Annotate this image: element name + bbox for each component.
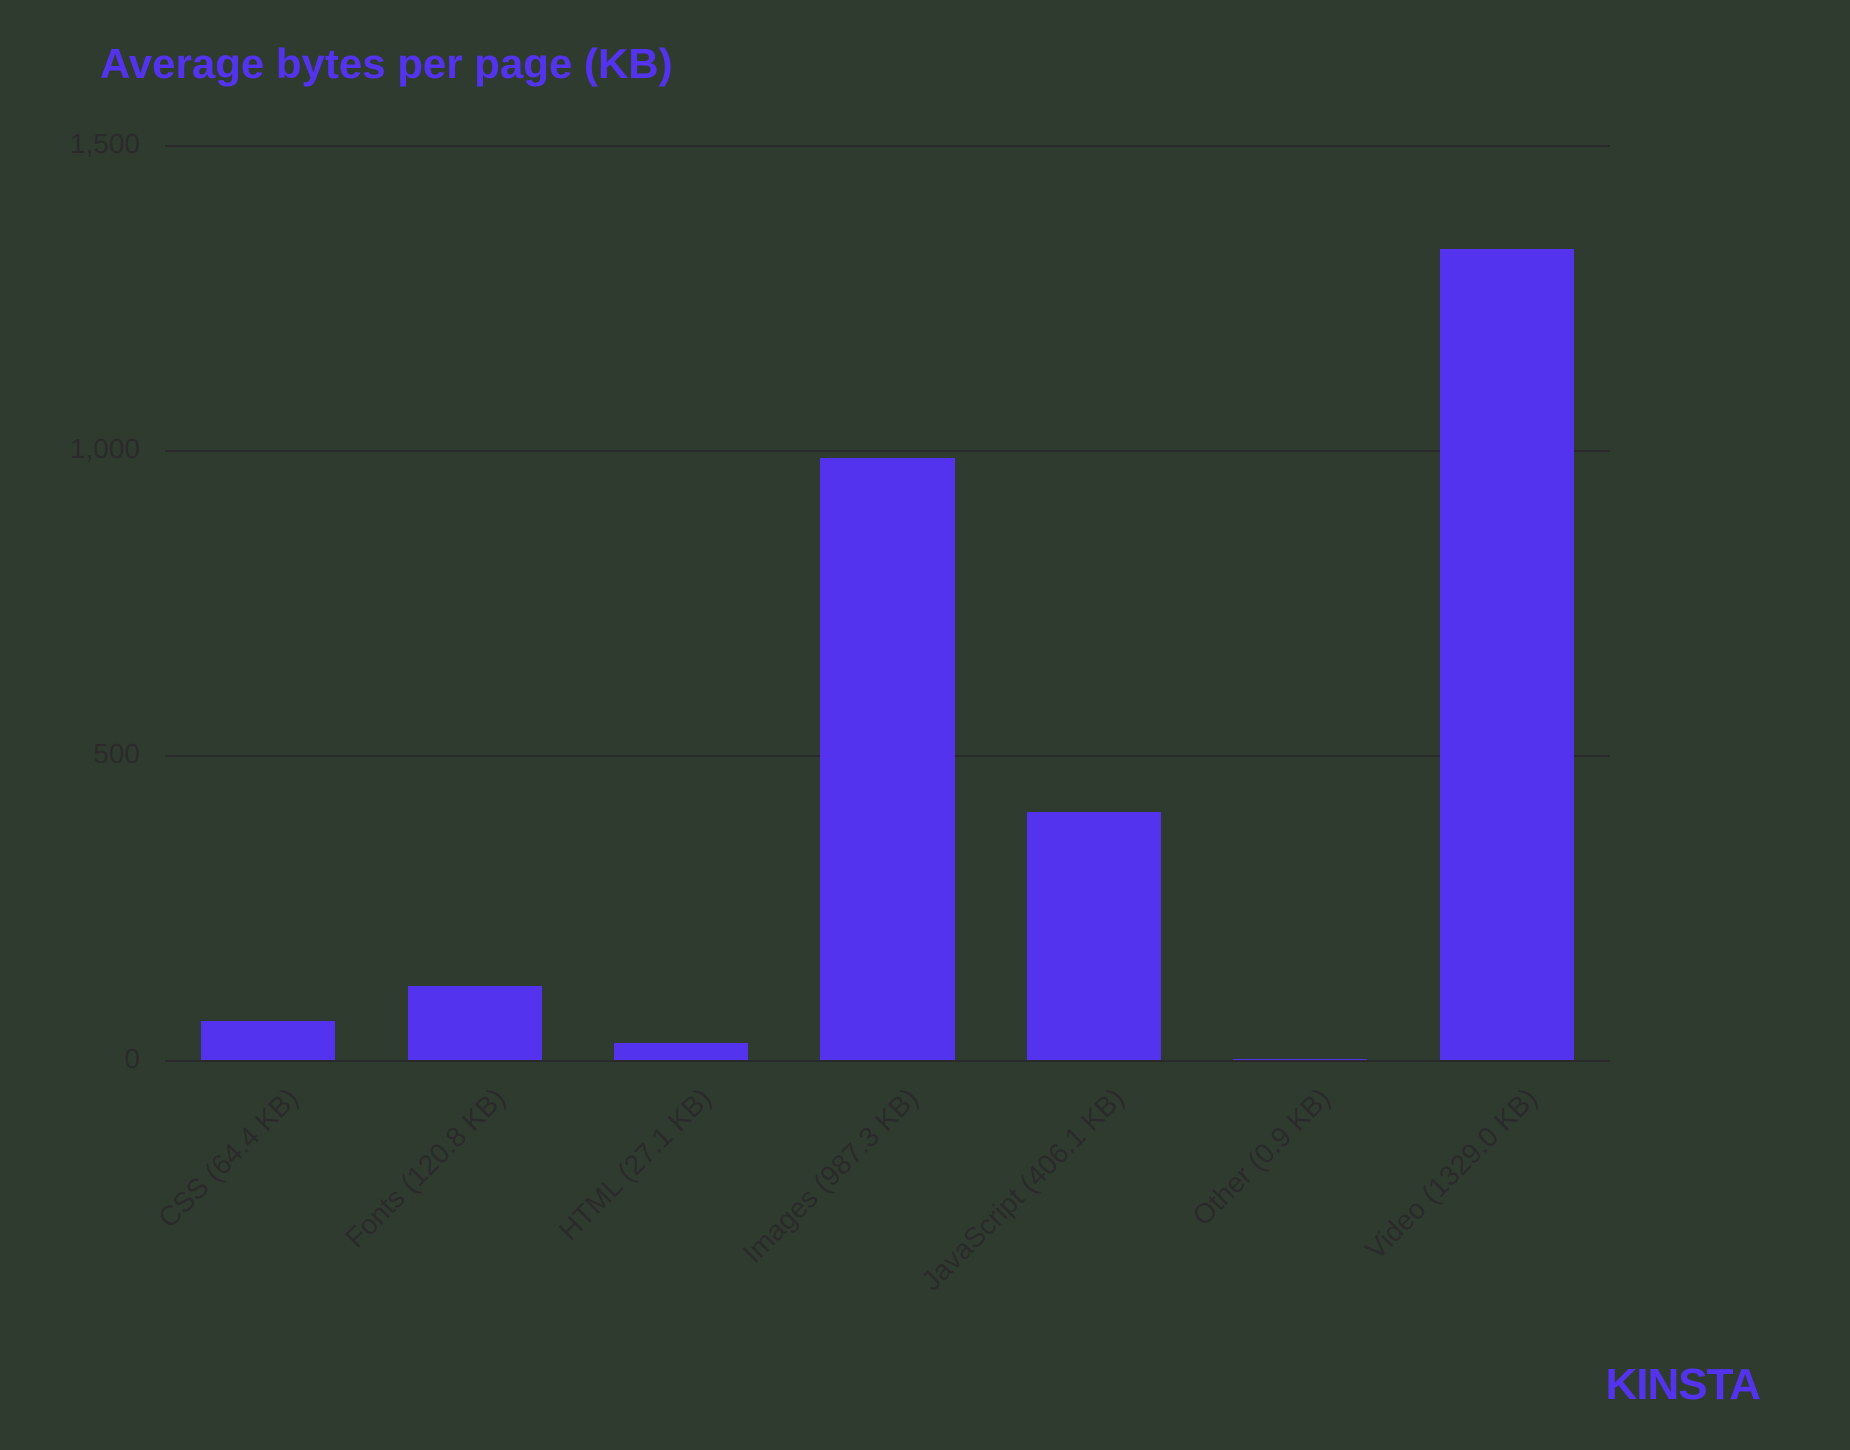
bar — [820, 458, 954, 1060]
bar — [1233, 1059, 1367, 1060]
bar — [1440, 249, 1574, 1060]
kinsta-logo: KINSTA — [1605, 1360, 1760, 1410]
x-category-label: JavaScript (406.1 KB) — [896, 1082, 1131, 1317]
x-category-label: Video (1329.0 KB) — [1309, 1082, 1544, 1317]
chart-container: Average bytes per page (KB) KINSTA 0 500 1… — [0, 0, 1850, 1450]
chart-title: Average bytes per page (KB) — [100, 40, 673, 88]
y-tick-label: 1,500 — [0, 128, 140, 160]
x-category-label: HTML (27.1 KB) — [483, 1082, 718, 1317]
x-category-label: Images (987.3 KB) — [689, 1082, 924, 1317]
gridline — [165, 145, 1610, 147]
x-category-label: Fonts (120.8 KB) — [277, 1082, 512, 1317]
x-category-label: CSS (64.4 KB) — [70, 1082, 305, 1317]
x-category-label: Other (0.9 KB) — [1102, 1082, 1337, 1317]
bar — [1027, 812, 1161, 1060]
bar — [614, 1043, 748, 1060]
bar — [201, 1021, 335, 1060]
gridline — [165, 1060, 1610, 1062]
gridline — [165, 450, 1610, 452]
bar — [408, 986, 542, 1060]
y-tick-label: 1,000 — [0, 433, 140, 465]
y-tick-label: 0 — [0, 1043, 140, 1075]
y-tick-label: 500 — [0, 738, 140, 770]
